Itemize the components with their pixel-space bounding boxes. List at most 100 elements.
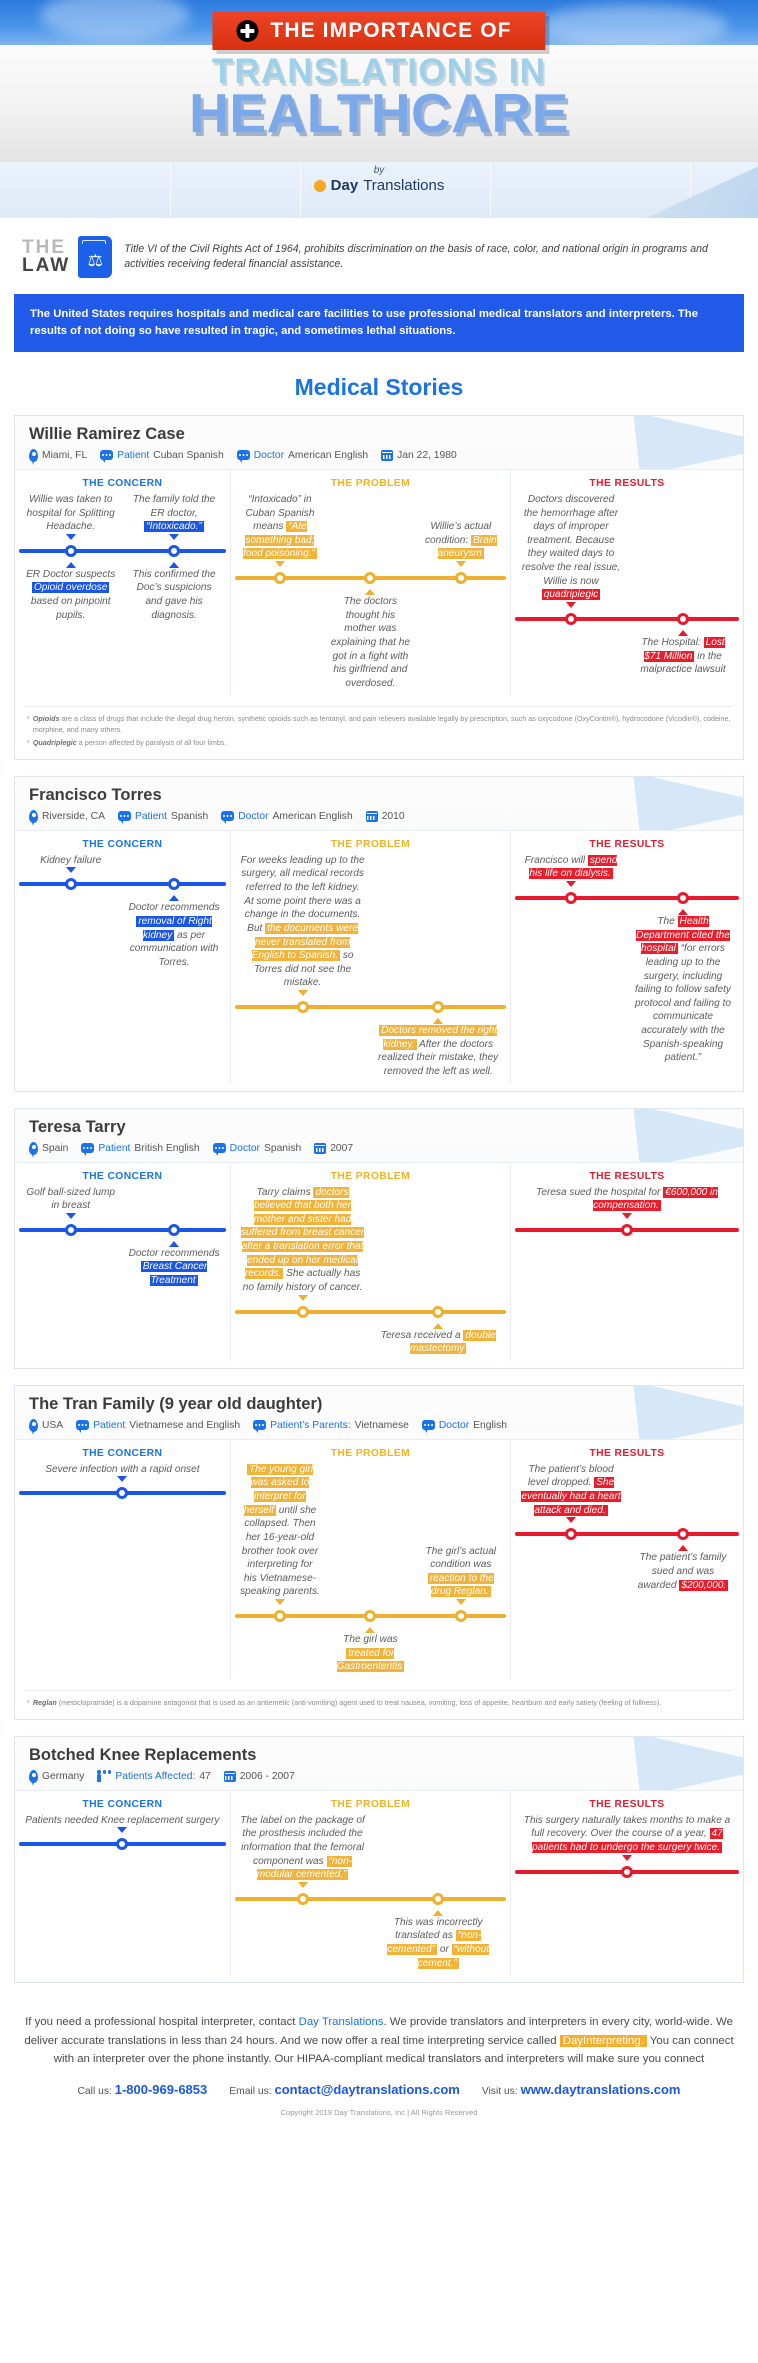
meta-value: Riverside, CA bbox=[42, 810, 105, 822]
highlight: $200,000. bbox=[679, 1579, 729, 1591]
caret-down-icon bbox=[65, 533, 76, 540]
node-text: Golf ball-sized lump in breast bbox=[26, 1186, 115, 1212]
timeline-dot bbox=[454, 572, 467, 584]
case-footnotes: * Reglan (metoclopramide) is a dopamine a… bbox=[25, 1689, 733, 1719]
column-heading: THE PROBLEM bbox=[330, 1447, 411, 1459]
website-url[interactable]: www.daytranslations.com bbox=[520, 2081, 681, 2097]
timeline-dot bbox=[677, 1528, 690, 1541]
timeline-rail bbox=[234, 996, 507, 1018]
timeline-dot bbox=[621, 1223, 633, 1236]
column-heading: THE PROBLEM bbox=[330, 1170, 411, 1182]
timeline-rail bbox=[234, 1301, 507, 1323]
brand-band bbox=[0, 162, 758, 218]
phone-number[interactable]: 1-800-969-6853 bbox=[114, 2081, 208, 2097]
node-text: Doctor recommends bbox=[128, 902, 220, 914]
meta-key: Doctor bbox=[253, 449, 285, 461]
case-title: The Tran Family (9 year old daughter) bbox=[29, 1394, 323, 1413]
timeline-rail bbox=[234, 1605, 507, 1627]
dayinterpreting-highlight: DayInterpreting. bbox=[559, 2034, 647, 2047]
meta-value: 2007 bbox=[330, 1142, 354, 1154]
node-text: Patients needed Knee replacement surgery bbox=[25, 1814, 220, 1826]
timeline-node-above: The girl’s actual condition was reaction… bbox=[416, 1545, 506, 1606]
case-timeline: THE CONCERN Golf ball-sized lump in breas… bbox=[15, 1162, 743, 1368]
pin-icon bbox=[29, 1769, 38, 1786]
timeline-column-concern: THE CONCERN Patients needed Knee replacem… bbox=[15, 1791, 230, 1977]
chat-icon bbox=[221, 811, 235, 825]
law-wordmark: THE LAW bbox=[22, 236, 70, 275]
timeline-node-above: Doctors discovered the hemorrhage after … bbox=[515, 493, 627, 608]
timeline-dot bbox=[432, 1892, 445, 1905]
timeline-node-above: Patients needed Knee replacement surgery bbox=[19, 1814, 226, 1834]
footnote: * Reglan (metoclopramide) is a dopamine a… bbox=[27, 1697, 662, 1707]
column-heading: THE RESULTS bbox=[589, 1447, 665, 1459]
email-address[interactable]: contact@daytranslations.com bbox=[274, 2081, 460, 2097]
case-meta-item: Jan 22, 1980 bbox=[381, 449, 457, 461]
timeline-column-results: THE RESULTS The patient’s blood level dro… bbox=[510, 1439, 743, 1680]
caret-down-icon bbox=[566, 881, 577, 888]
caret-down-icon bbox=[455, 561, 466, 567]
column-heading: THE CONCERN bbox=[82, 838, 163, 850]
case-meta-item: Patients Affected: 47 bbox=[97, 1770, 211, 1783]
timeline-column-problem: THE PROBLEM The label on the package of t… bbox=[229, 1790, 510, 1977]
timeline-dot bbox=[168, 1223, 181, 1236]
highlight: Breast Cancer Treatment bbox=[140, 1261, 208, 1287]
node-text: Doctor recommends bbox=[128, 1247, 220, 1259]
timeline-column-results: THE RESULTS This surgery naturally takes … bbox=[510, 1790, 743, 1977]
node-text: until she collapsed. Then her 16-year-ol… bbox=[240, 1504, 320, 1598]
brand-logo: Day Translations bbox=[0, 177, 758, 194]
caret-down-icon bbox=[274, 561, 285, 567]
node-text: The family told the ER doctor, bbox=[132, 493, 216, 519]
timeline-rail bbox=[19, 1833, 226, 1855]
caret-down-icon bbox=[622, 1212, 632, 1219]
case-meta: Germany Patients Affected: 47 2006 - 2007 bbox=[29, 1769, 729, 1786]
meta-key: Patient bbox=[93, 1419, 126, 1431]
hero-title: TRANSLATIONS IN HEALTHCARE bbox=[0, 52, 758, 140]
node-text: as per communication with Torres. bbox=[129, 929, 219, 968]
caret-down-icon bbox=[169, 533, 180, 540]
intro-banner: The United States requires hospitals and… bbox=[14, 294, 744, 352]
node-text: Willie’s actual condition: bbox=[425, 521, 492, 546]
chat-icon bbox=[212, 1143, 226, 1157]
case-card: Botched Knee Replacements Germany Patients… bbox=[14, 1735, 744, 1984]
calendar-icon bbox=[314, 1142, 327, 1154]
website-contact: Visit us: www.daytranslations.com bbox=[482, 2082, 681, 2097]
timeline-dot bbox=[296, 1892, 309, 1905]
meta-key: Doctor bbox=[238, 810, 269, 822]
node-text: The Hospital: bbox=[641, 636, 701, 648]
caret-up-icon bbox=[433, 1018, 444, 1025]
node-text: The label on the package of the prosthes… bbox=[240, 1814, 365, 1867]
chat-icon bbox=[81, 1143, 95, 1157]
node-text: so Torres did not see the mistake. bbox=[253, 950, 354, 989]
infographic-page: THE IMPORTANCE OF TRANSLATIONS IN HEALTH… bbox=[0, 0, 758, 2129]
node-text: The girl was bbox=[343, 1634, 398, 1646]
node-text: For weeks leading up to the surgery, all… bbox=[240, 854, 365, 934]
meta-key: Doctor bbox=[229, 1142, 260, 1154]
timeline-dot bbox=[565, 1528, 578, 1541]
timeline-dot bbox=[364, 572, 377, 584]
timeline-dot bbox=[64, 878, 77, 891]
timeline-column-concern: THE CONCERN Kidney failure Doctor recomme… bbox=[15, 831, 230, 1085]
node-text: in the malpractice lawsuit bbox=[640, 650, 726, 676]
timeline-column-concern: THE CONCERN Severe infection with a rapid… bbox=[15, 1440, 230, 1680]
timeline-dot bbox=[64, 544, 77, 557]
timeline-node-below: ER Doctor suspects Opioid overdose based… bbox=[19, 561, 122, 623]
chat-icon bbox=[117, 811, 131, 825]
chat-icon bbox=[253, 1420, 267, 1434]
timeline-column-problem: THE PROBLEM “Intoxicado” in Cuban Spanish… bbox=[229, 469, 510, 697]
case-header: Botched Knee Replacements Germany Patients… bbox=[15, 1736, 743, 1791]
node-text: She actually has no family history of ca… bbox=[242, 1268, 363, 1293]
highlight: doctors believed that both her mother an… bbox=[240, 1186, 365, 1280]
footnote: * Quadriplegic a person affected by paral… bbox=[27, 737, 227, 747]
case-title: Willie Ramirez Case bbox=[29, 424, 185, 443]
law-word-the: THE bbox=[22, 236, 66, 258]
case-meta-item: Doctor English bbox=[421, 1420, 507, 1434]
day-translations-link[interactable]: Day Translations bbox=[298, 2016, 384, 2029]
timeline-node-below: Doctors removed the right kidney. After … bbox=[370, 1018, 506, 1079]
timeline-node-above: For weeks leading up to the surgery, all… bbox=[235, 854, 371, 997]
case-meta-item: Doctor American English bbox=[236, 449, 368, 464]
case-title: Teresa Tarry bbox=[29, 1117, 126, 1136]
timeline-rail bbox=[515, 1219, 739, 1241]
calendar-icon bbox=[365, 810, 378, 822]
timeline-dot bbox=[432, 1001, 445, 1014]
meta-value: 47 bbox=[199, 1770, 211, 1782]
